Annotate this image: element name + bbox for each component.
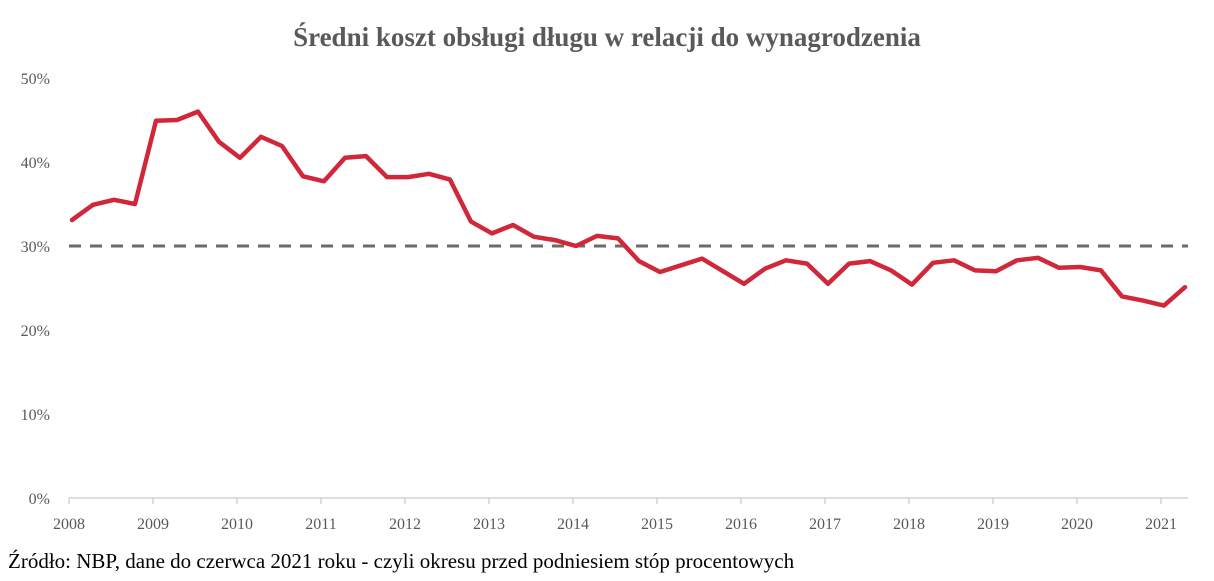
x-tick-label: 2018	[893, 516, 925, 533]
source-note: Źródło: NBP, dane do czerwca 2021 roku -…	[8, 549, 795, 573]
series-line	[69, 109, 1188, 308]
y-tick-label: 0%	[29, 491, 50, 508]
x-tick-label: 2014	[557, 516, 589, 533]
x-tick-label: 2020	[1061, 516, 1093, 533]
x-tick-label: 2010	[221, 516, 253, 533]
y-tick-label: 20%	[21, 323, 50, 340]
x-tick-label: 2013	[473, 516, 505, 533]
y-tick-label: 40%	[21, 155, 50, 172]
x-tick-label: 2011	[305, 516, 336, 533]
x-tick-label: 2009	[137, 516, 169, 533]
chart-title: Średni koszt obsługi długu w relacji do …	[293, 22, 921, 52]
x-tick-label: 2017	[809, 516, 841, 533]
x-tick-label: 2016	[725, 516, 757, 533]
y-tick-label: 10%	[21, 407, 50, 424]
x-tick-label: 2021	[1145, 516, 1177, 533]
x-tick-label: 2008	[53, 516, 85, 533]
x-tick-label: 2019	[977, 516, 1009, 533]
x-tick-label: 2012	[389, 516, 421, 533]
x-tick-label: 2015	[641, 516, 673, 533]
y-tick-label: 30%	[21, 239, 50, 256]
y-tick-label: 50%	[21, 71, 50, 88]
